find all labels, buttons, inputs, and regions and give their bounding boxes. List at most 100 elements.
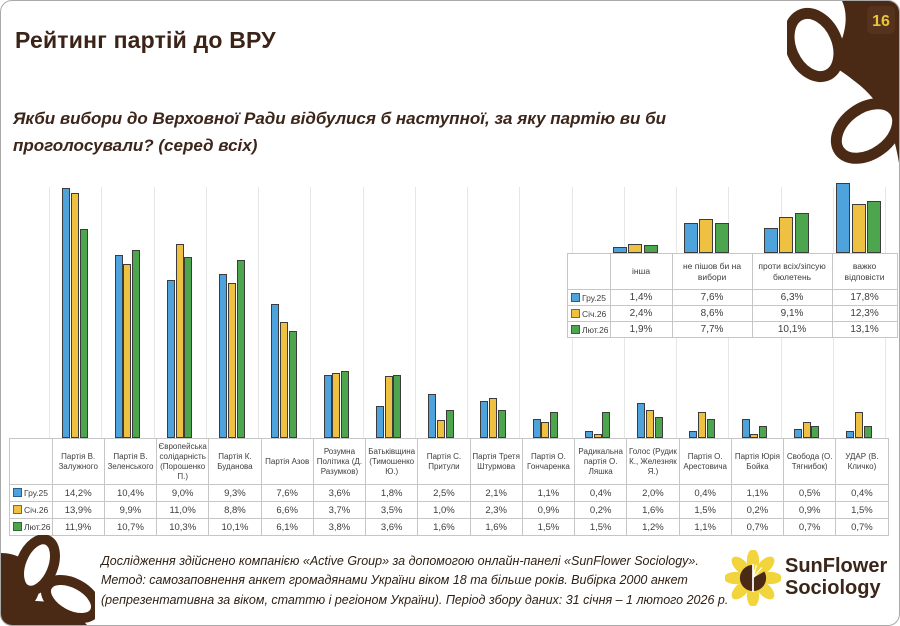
value-cell: 0,2% [574,501,628,519]
category-header-cell: Партія Юрія Бойка [730,438,785,485]
party-data-table: Партія В. Залужного Партія В. Зеленського… [9,438,889,536]
category-header-cell: Партія В. Зеленського [103,438,158,485]
category-header-cell: Голос (Рудик К., Железняк Я.) [626,438,680,485]
value-cell: 2,1% [469,484,523,502]
value-cell: 10,4% [103,484,158,502]
subtitle-line-2: проголосували? (серед всіх) [13,136,258,156]
bar [332,372,341,438]
legend-cell: Лют.26 [9,518,53,536]
value-cell: 1,6% [626,501,680,519]
bar [219,274,228,438]
value-cell: 13,1% [831,321,898,338]
value-cell: 1,1% [678,518,732,536]
overlay-bar [643,245,658,253]
category-header-cell: інша [609,253,673,290]
value-cell: 2,3% [469,501,523,519]
methodology-text: Дослідження здійснено компанією «Active … [101,552,731,610]
value-cell: 1,5% [835,501,889,519]
legend-cell: Січ.26 [9,501,53,519]
bar [854,411,863,438]
value-cell: 3,5% [365,501,419,519]
chart-gridline [310,187,312,438]
value-cell: 0,7% [783,518,837,536]
bar [602,411,611,438]
bar [698,411,707,438]
chart-gridline [49,187,50,438]
legend-cell: Лют.26 [567,321,611,338]
bar [793,429,802,438]
value-cell: 1,5% [678,501,732,519]
value-cell: 10,1% [208,518,262,536]
value-cell: 17,8% [831,289,898,306]
other-answers-table: інша не пішов би на вибори проти всіх/зіпс… [567,253,898,338]
bar [280,321,289,438]
value-cell: 0,4% [574,484,628,502]
category-header-cell: Партія Азов [260,438,314,485]
bar [175,244,184,438]
chart-gridline [362,187,364,438]
legend-label: Січ.26 [582,308,607,319]
logo-text: SunFlower Sociology [785,556,887,599]
chart-gridline [467,187,468,438]
value-cell: 14,2% [51,484,105,502]
bar [227,283,236,438]
overlay-bar [867,201,881,253]
legend-label: Гру.25 [24,488,48,498]
value-cell: 2,0% [626,484,680,502]
value-cell: 9,1% [751,305,833,322]
category-header-cell: Партія Третя Штурмова [469,438,523,485]
chart-gridline [414,187,416,438]
value-cell: 0,4% [678,484,732,502]
table-corner-cell [567,253,611,290]
bar [706,418,715,438]
corner-sunflower-decoration-icon: 16 [787,1,899,164]
bar [132,249,141,438]
overlay-bar [763,228,778,253]
value-cell: 9,3% [208,484,262,502]
value-cell: 2,5% [417,484,471,502]
value-cell: 1,5% [574,518,628,536]
value-cell: 3,6% [312,484,367,502]
value-cell: 3,7% [312,501,367,519]
value-cell: 10,1% [751,321,833,338]
value-cell: 1,9% [609,321,673,338]
category-header-cell: Розумна Політика (Д. Разумков) [312,438,367,485]
chart-gridline [101,187,103,438]
value-cell: 6,3% [751,289,833,306]
overlay-bar [779,217,793,253]
bar [741,418,750,438]
value-cell: 8,8% [208,501,262,519]
legend-cell: Гру.25 [9,484,53,502]
bar [532,418,541,438]
chart-gridline [205,187,207,438]
value-cell: 6,6% [260,501,314,519]
value-cell: 0,2% [730,501,785,519]
legend-label: Січ.26 [24,505,49,515]
bar [375,406,384,438]
bar [393,374,402,438]
legend-cell: Січ.26 [567,305,611,322]
value-cell: 10,3% [156,518,210,536]
logo-line-1: SunFlower [785,555,888,578]
corner-petal-decoration-icon [1,535,95,625]
overlay-bar [836,182,850,253]
value-cell: 1,6% [417,518,471,536]
bar [480,401,489,438]
page-subtitle: Якби вибори до Верховної Ради відбулися … [13,105,666,159]
category-header-cell: Партія С. Притули [417,438,471,485]
value-cell: 0,5% [783,484,837,502]
legend-swatch-icon [571,324,580,334]
bar [323,374,332,438]
value-cell: 7,7% [671,321,753,338]
bar [637,402,646,438]
value-cell: 9,9% [103,501,158,519]
legend-swatch-icon [13,505,22,514]
category-header-cell: Партія О. Гончаренка [521,438,576,485]
bar [79,228,88,438]
legend-swatch-icon [13,522,22,531]
bar [123,263,132,438]
legend-label: Гру.25 [582,292,606,303]
value-cell: 0,9% [783,501,837,519]
sunflower-sociology-logo: SunFlower Sociology [725,550,887,606]
